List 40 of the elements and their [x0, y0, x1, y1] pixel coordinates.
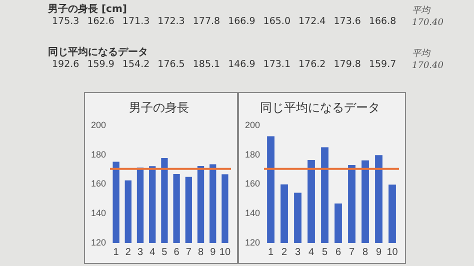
- x-tick-label: 9: [376, 246, 382, 258]
- y-tick-label: 200: [244, 120, 260, 130]
- y-tick-label: 180: [90, 149, 106, 160]
- x-tick-label: 2: [281, 246, 288, 258]
- text: 平均: [412, 48, 430, 60]
- text: 平均: [412, 4, 430, 17]
- x-tick-label: 10: [219, 246, 231, 258]
- text: 175.3 162.6 171.3 172.3 177.8 166.9 165.0 172.4 173.6 166.8: [52, 16, 396, 27]
- x-tick-label: 8: [362, 246, 368, 258]
- chart-title: 同じ平均になるデータ: [260, 100, 380, 114]
- x-tick-label: 5: [162, 246, 168, 258]
- y-tick-label: 120: [90, 237, 106, 248]
- x-tick-label: 1: [113, 246, 120, 258]
- x-tick-label: 8: [198, 246, 204, 258]
- y-tick-label: 140: [244, 208, 260, 218]
- y-tick-label: 200: [90, 120, 106, 130]
- y-tick-label: 140: [90, 208, 106, 218]
- x-tick-label: 7: [186, 246, 192, 258]
- text: 192.6 159.9 154.2 176.5 185.1 146.9 173.1 176.2 179.8 159.7: [52, 59, 396, 70]
- x-tick-label: 10: [386, 246, 398, 258]
- chart-title: 男子の身長: [129, 100, 189, 114]
- x-tick-label: 1: [268, 246, 274, 258]
- y-tick-label: 160: [90, 178, 106, 189]
- x-tick-label: 6: [174, 246, 180, 258]
- x-tick-label: 2: [125, 246, 132, 258]
- x-tick-label: 4: [150, 246, 156, 258]
- text: 170.40: [412, 18, 444, 28]
- x-tick-label: 7: [348, 246, 355, 258]
- text: 170.40: [412, 61, 444, 71]
- x-tick-label: 9: [210, 246, 216, 258]
- x-tick-label: 3: [294, 246, 301, 258]
- x-tick-label: 5: [322, 246, 328, 258]
- x-tick-label: 4: [308, 246, 314, 258]
- x-tick-label: 6: [335, 246, 342, 258]
- x-tick-label: 3: [137, 246, 144, 258]
- y-tick-label: 160: [244, 178, 260, 189]
- y-tick-label: 180: [244, 149, 260, 160]
- text: 同じ平均になるデータ: [48, 46, 149, 59]
- text: 男子の身長 [cm]: [48, 2, 128, 16]
- y-tick-label: 120: [244, 237, 260, 248]
